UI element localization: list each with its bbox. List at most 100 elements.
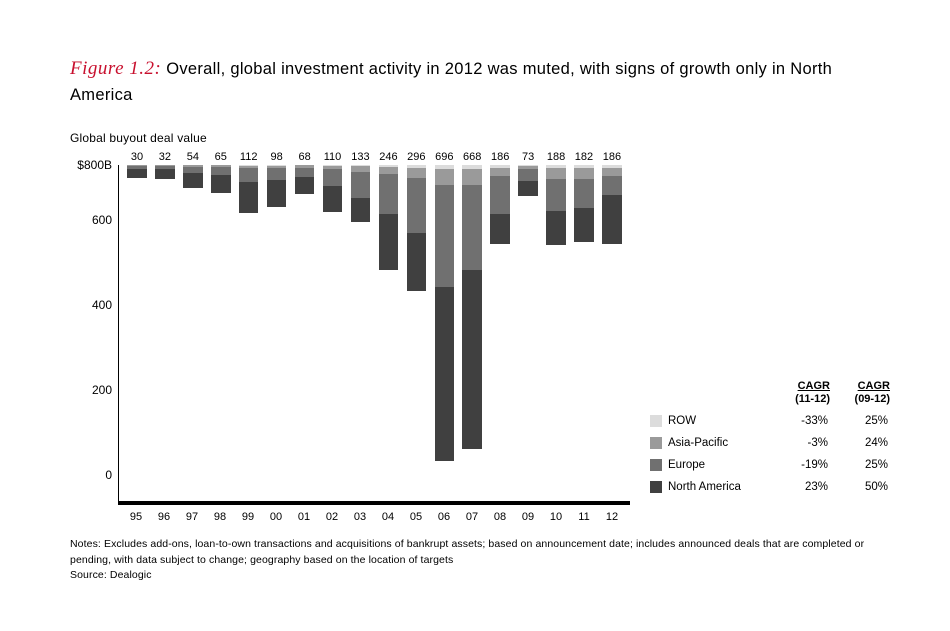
bar-segment-eu bbox=[518, 169, 538, 181]
bar-total-label: 68 bbox=[298, 151, 310, 163]
legend-label: Asia-Pacific bbox=[668, 437, 768, 449]
x-tick: 08 bbox=[486, 505, 514, 535]
bar-segment-eu bbox=[211, 167, 231, 175]
bar-segment-ap bbox=[379, 167, 399, 174]
bar-segment-na bbox=[323, 186, 343, 212]
bar-segment-na bbox=[546, 211, 566, 245]
bar-slot: 133 bbox=[347, 165, 375, 501]
legend-label: ROW bbox=[668, 415, 768, 427]
bar-total-label: 30 bbox=[131, 151, 143, 163]
bar-slot: 73 bbox=[514, 165, 542, 501]
y-tick: 0 bbox=[105, 468, 112, 482]
legend-row: Asia-Pacific-3%24% bbox=[650, 432, 910, 454]
x-tick: 97 bbox=[178, 505, 206, 535]
x-axis: 959697989900010203040506070809101112 bbox=[118, 505, 630, 535]
legend-swatch bbox=[650, 415, 662, 427]
bar-segment-na bbox=[155, 169, 175, 178]
legend-col1-header: CAGR (11-12) bbox=[770, 380, 830, 406]
bar-total-label: 32 bbox=[159, 151, 171, 163]
bar-segment-na bbox=[295, 177, 315, 194]
x-tick: 12 bbox=[598, 505, 626, 535]
x-tick: 02 bbox=[318, 505, 346, 535]
bar-segment-eu bbox=[267, 168, 287, 180]
x-tick: 96 bbox=[150, 505, 178, 535]
legend-row: Europe-19%25% bbox=[650, 454, 910, 476]
bar-segment-na bbox=[407, 233, 427, 290]
bar-slot: 246 bbox=[374, 165, 402, 501]
bar-total-label: 696 bbox=[435, 151, 453, 163]
x-tick: 11 bbox=[570, 505, 598, 535]
x-tick: 04 bbox=[374, 505, 402, 535]
legend-swatch bbox=[650, 481, 662, 493]
bar-slot: 30 bbox=[123, 165, 151, 501]
legend-row: ROW-33%25% bbox=[650, 410, 910, 432]
bar-segment-na bbox=[267, 180, 287, 206]
bar-slot: 296 bbox=[402, 165, 430, 501]
source-text: Source: Dealogic bbox=[70, 568, 890, 583]
bar-segment-eu bbox=[407, 178, 427, 233]
bar-segment-na bbox=[211, 175, 231, 193]
bar-slot: 98 bbox=[263, 165, 291, 501]
bars-container: 3032546511298681101332462966966681867318… bbox=[119, 165, 630, 501]
bar-total-label: 112 bbox=[240, 151, 258, 163]
bar-segment-na bbox=[127, 169, 147, 178]
bar-segment-na bbox=[518, 181, 538, 196]
x-tick: 10 bbox=[542, 505, 570, 535]
bar-segment-eu bbox=[574, 179, 594, 209]
y-tick-top: $800B bbox=[77, 158, 112, 172]
chart-subtitle: Global buyout deal value bbox=[70, 131, 207, 145]
bar-segment-na bbox=[379, 214, 399, 269]
bar-segment-ap bbox=[574, 168, 594, 179]
legend: CAGR (11-12) CAGR (09-12) ROW-33%25%Asia… bbox=[650, 380, 910, 498]
bar-segment-eu bbox=[379, 174, 399, 214]
legend-col2-header: CAGR (09-12) bbox=[830, 380, 890, 406]
bar-total-label: 186 bbox=[491, 151, 509, 163]
legend-rows: ROW-33%25%Asia-Pacific-3%24%Europe-19%25… bbox=[650, 410, 910, 498]
x-tick: 01 bbox=[290, 505, 318, 535]
bar-total-label: 65 bbox=[215, 151, 227, 163]
bar-segment-ap bbox=[435, 169, 455, 184]
legend-swatch bbox=[650, 459, 662, 471]
x-tick: 98 bbox=[206, 505, 234, 535]
legend-cagr-09-12: 25% bbox=[828, 459, 888, 471]
bar-segment-na bbox=[462, 270, 482, 449]
bar-slot: 188 bbox=[542, 165, 570, 501]
bar-segment-eu bbox=[435, 185, 455, 287]
bar-segment-eu bbox=[351, 172, 371, 198]
bar-segment-eu bbox=[602, 176, 622, 195]
bar-segment-ap bbox=[490, 168, 510, 177]
bar-slot: 32 bbox=[151, 165, 179, 501]
legend-cagr-09-12: 50% bbox=[828, 481, 888, 493]
bar-slot: 112 bbox=[235, 165, 263, 501]
bar-total-label: 296 bbox=[407, 151, 425, 163]
bar-total-label: 54 bbox=[187, 151, 199, 163]
legend-swatch bbox=[650, 437, 662, 449]
bar-segment-ap bbox=[602, 168, 622, 177]
bar-total-label: 182 bbox=[575, 151, 593, 163]
bar-slot: 186 bbox=[598, 165, 626, 501]
bar-segment-eu bbox=[239, 168, 259, 182]
bar-segment-na bbox=[574, 208, 594, 242]
chart-notes: Notes: Excludes add-ons, loan-to-own tra… bbox=[70, 537, 890, 583]
x-tick: 09 bbox=[514, 505, 542, 535]
x-tick: 00 bbox=[262, 505, 290, 535]
bar-slot: 110 bbox=[319, 165, 347, 501]
legend-cagr-09-12: 25% bbox=[828, 415, 888, 427]
figure-title: Figure 1.2: Overall, global investment a… bbox=[70, 54, 890, 109]
figure-title-text: Overall, global investment activity in 2… bbox=[70, 60, 832, 104]
notes-text: Notes: Excludes add-ons, loan-to-own tra… bbox=[70, 537, 890, 567]
bar-segment-ap bbox=[546, 168, 566, 179]
bar-total-label: 188 bbox=[547, 151, 565, 163]
bar-slot: 65 bbox=[207, 165, 235, 501]
bar-slot: 186 bbox=[486, 165, 514, 501]
legend-label: North America bbox=[668, 481, 768, 493]
legend-label: Europe bbox=[668, 459, 768, 471]
bar-total-label: 98 bbox=[271, 151, 283, 163]
legend-cagr-11-12: -33% bbox=[768, 415, 828, 427]
bar-slot: 54 bbox=[179, 165, 207, 501]
bar-segment-eu bbox=[490, 176, 510, 214]
bar-segment-eu bbox=[295, 168, 315, 177]
bar-chart: $800B0200400600 303254651129868110133246… bbox=[70, 165, 630, 535]
y-tick: 600 bbox=[92, 213, 112, 227]
legend-cagr-11-12: 23% bbox=[768, 481, 828, 493]
